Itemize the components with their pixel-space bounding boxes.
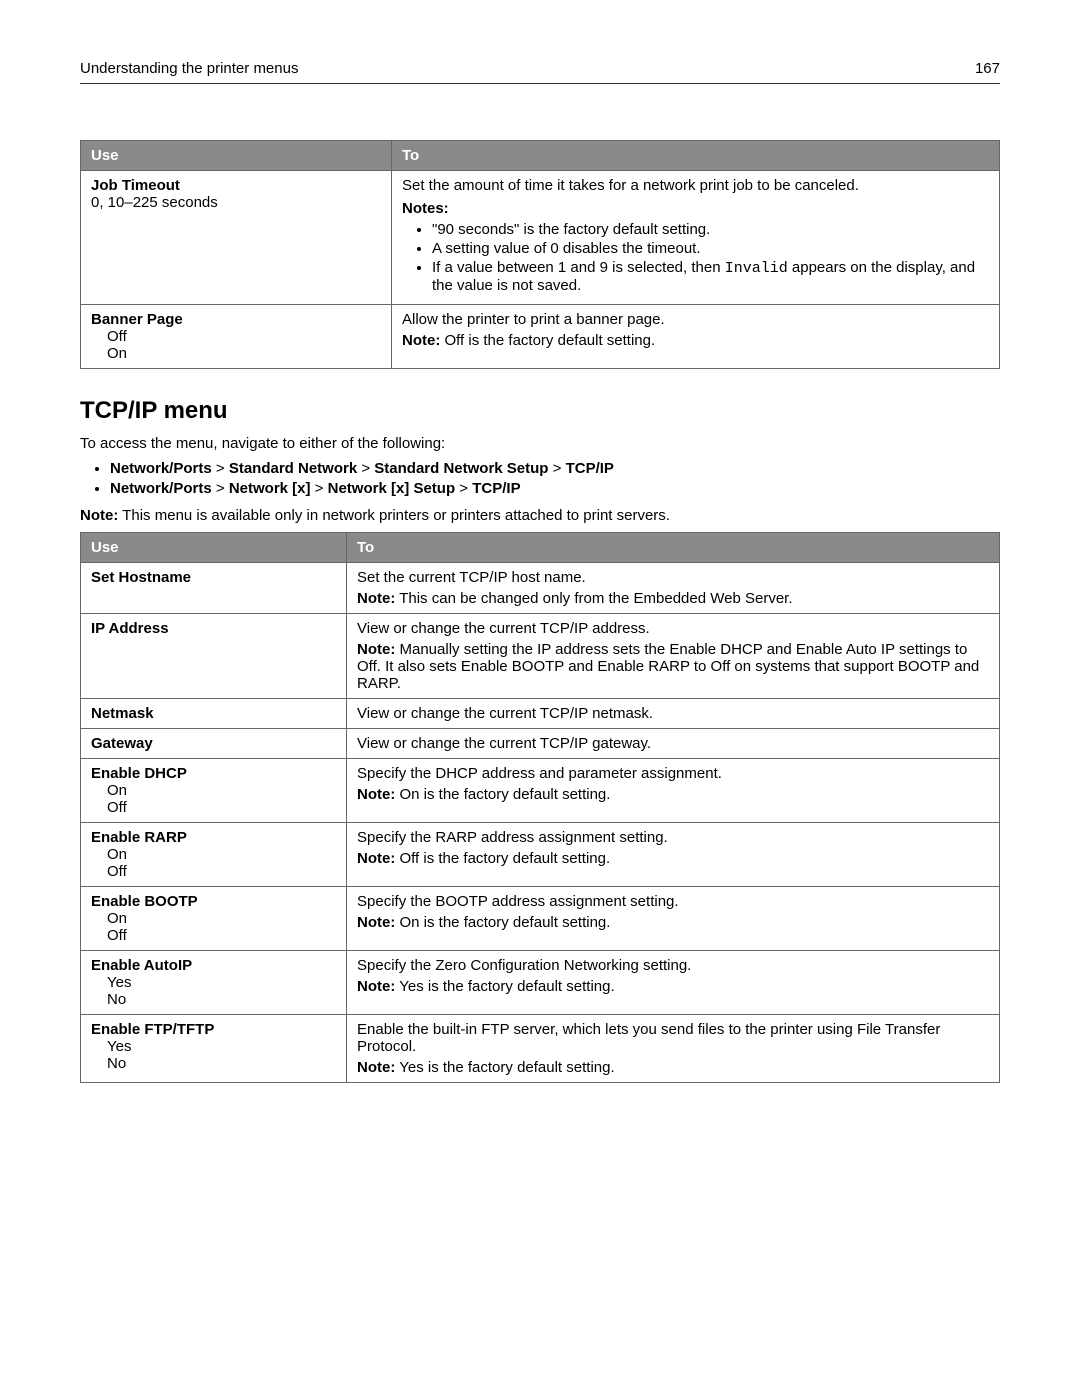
table-network-jobs: Use To Job Timeout0, 10–225 secondsSet t… bbox=[80, 140, 1000, 369]
table-row-desc: Specify the BOOTP address assignment set… bbox=[347, 887, 1000, 951]
nav-list: Network/Ports > Standard Network > Stand… bbox=[110, 460, 1000, 497]
table-row-use: Enable AutoIPYesNo bbox=[81, 951, 347, 1015]
table-header-to: To bbox=[392, 141, 1000, 171]
table-row-desc: Specify the DHCP address and parameter a… bbox=[347, 759, 1000, 823]
table-row-desc: Set the amount of time it takes for a ne… bbox=[392, 171, 1000, 305]
nav-item: Network/Ports > Network [x] > Network [x… bbox=[110, 480, 1000, 497]
table-row-desc: View or change the current TCP/IP netmas… bbox=[347, 699, 1000, 729]
table-row-desc: Set the current TCP/IP host name.Note: T… bbox=[347, 563, 1000, 614]
table-row-use: Enable DHCPOnOff bbox=[81, 759, 347, 823]
table-row-use: Enable RARPOnOff bbox=[81, 823, 347, 887]
section-intro: To access the menu, navigate to either o… bbox=[80, 435, 1000, 452]
table-row-desc: Specify the RARP address assignment sett… bbox=[347, 823, 1000, 887]
note-label: Note: bbox=[80, 507, 118, 524]
table-row-desc: Specify the Zero Configuration Networkin… bbox=[347, 951, 1000, 1015]
table-tcpip: Use To Set HostnameSet the current TCP/I… bbox=[80, 532, 1000, 1083]
section-heading: TCP/IP menu bbox=[80, 397, 1000, 425]
table-row-use: IP Address bbox=[81, 614, 347, 699]
table-row-use: Enable BOOTPOnOff bbox=[81, 887, 347, 951]
table-row-use: Banner PageOffOn bbox=[81, 305, 392, 369]
table-row-desc: Enable the built-in FTP server, which le… bbox=[347, 1015, 1000, 1083]
header-title: Understanding the printer menus bbox=[80, 60, 298, 77]
table-row-desc: View or change the current TCP/IP addres… bbox=[347, 614, 1000, 699]
nav-item: Network/Ports > Standard Network > Stand… bbox=[110, 460, 1000, 477]
page-number: 167 bbox=[975, 60, 1000, 77]
table2-header-use: Use bbox=[81, 533, 347, 563]
page-header: Understanding the printer menus 167 bbox=[80, 60, 1000, 84]
table-row-use: Gateway bbox=[81, 729, 347, 759]
table-row-use: Netmask bbox=[81, 699, 347, 729]
section-note: Note: This menu is available only in net… bbox=[80, 507, 1000, 524]
table-row-desc: Allow the printer to print a banner page… bbox=[392, 305, 1000, 369]
table2-header-to: To bbox=[347, 533, 1000, 563]
table-row-use: Enable FTP/TFTPYesNo bbox=[81, 1015, 347, 1083]
table-header-use: Use bbox=[81, 141, 392, 171]
table-row-use: Job Timeout0, 10–225 seconds bbox=[81, 171, 392, 305]
note-text: This menu is available only in network p… bbox=[118, 507, 670, 524]
table-row-desc: View or change the current TCP/IP gatewa… bbox=[347, 729, 1000, 759]
table-row-use: Set Hostname bbox=[81, 563, 347, 614]
